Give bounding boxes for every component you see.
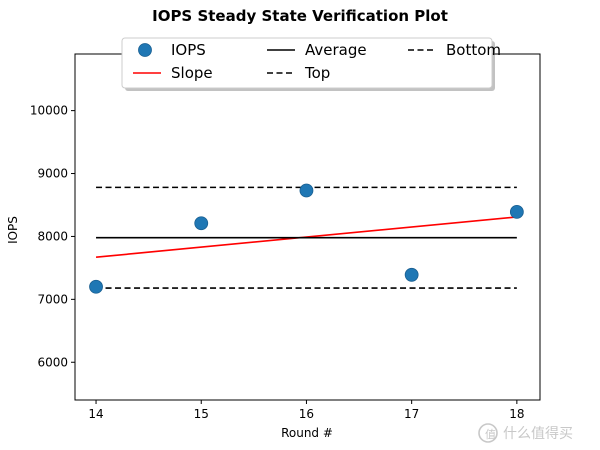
watermark-text: 什么值得买: [503, 425, 573, 442]
y-tick-label: 6000: [37, 355, 68, 369]
x-tick-label: 15: [194, 407, 209, 421]
y-tick-label: 9000: [37, 167, 68, 181]
series-points: [89, 183, 524, 294]
legend-box: [121, 37, 493, 89]
legend: IOPS Slope Average Top Bottom: [121, 37, 501, 91]
x-tick-label: 14: [88, 407, 103, 421]
iops-point: [194, 216, 209, 231]
x-axis-label: Round #: [281, 426, 333, 440]
watermark: 值 什么值得买: [478, 423, 573, 443]
x-tick-label: 16: [299, 407, 314, 421]
y-tick-label: 7000: [37, 292, 68, 306]
x-axis: 14 15 16 17 18: [88, 400, 524, 421]
x-tick-label: 18: [509, 407, 524, 421]
legend-label-top: Top: [304, 64, 330, 82]
iops-point: [509, 205, 524, 219]
legend-label-bottom: Bottom: [446, 41, 501, 59]
x-tick-label: 17: [404, 407, 419, 421]
legend-label-average: Average: [305, 41, 367, 59]
legend-label-slope: Slope: [171, 64, 213, 82]
iops-point: [404, 267, 419, 282]
legend-label-iops: IOPS: [171, 41, 206, 59]
chart-title: IOPS Steady State Verification Plot: [152, 7, 448, 25]
y-tick-label: 10000: [30, 104, 68, 118]
y-axis-label: IOPS: [6, 216, 20, 244]
iops-point: [299, 183, 314, 198]
legend-marker-iops: [138, 43, 152, 57]
smzdm-logo-icon: [478, 423, 498, 443]
plot-area: 14 15 16 17 18 6000 7000 8000 9000 10000: [30, 53, 541, 421]
iops-point: [89, 279, 103, 294]
y-tick-label: 8000: [37, 229, 68, 243]
smzdm-logo-mark: 值: [485, 428, 496, 441]
y-axis: 6000 7000 8000 9000 10000: [30, 104, 75, 369]
